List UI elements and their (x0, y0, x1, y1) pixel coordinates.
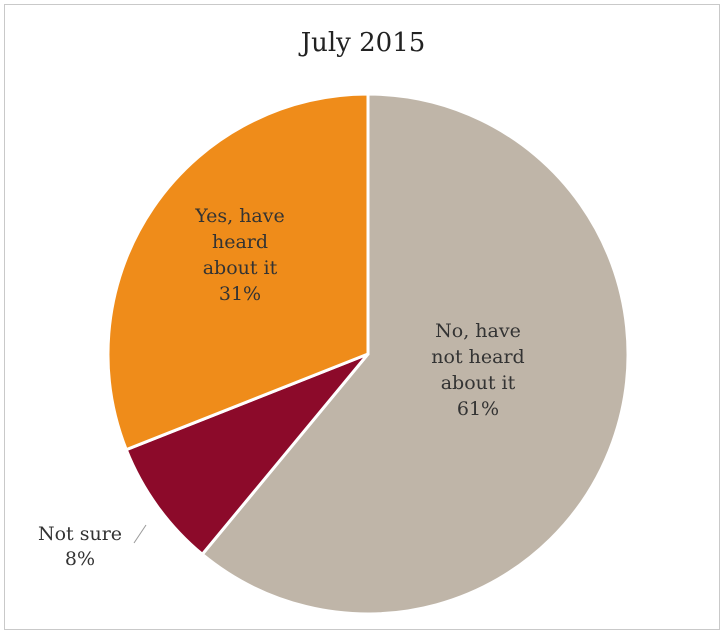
chart-title: July 2015 (300, 28, 426, 58)
slice-not-sure-value-label: 8% (65, 548, 95, 570)
slice-not-sure (124, 352, 370, 557)
slice-no-not-heard-label-line: No, have (435, 320, 521, 342)
slice-no-not-heard-label-line: about it (441, 372, 516, 394)
pie-labels: No, have not heard about it 61% Not sure 8% Ye… (38, 205, 525, 570)
slice-no-not-heard (200, 92, 630, 616)
chart-frame (4, 4, 720, 630)
slice-no-not-heard-label-line: not heard (431, 346, 524, 368)
slice-yes-heard-label-line: Yes, have (194, 205, 285, 227)
pie-slices (106, 92, 630, 616)
slice-yes-heard-label-line: about it (203, 257, 278, 279)
slice-yes-heard-label-line: heard (212, 231, 268, 253)
not-sure-leader-line (133, 524, 147, 544)
slice-no-not-heard-value-label: 61% (457, 398, 499, 420)
slice-yes-heard (106, 92, 370, 452)
slice-yes-heard-value-label: 31% (219, 283, 261, 305)
slice-not-sure-label-line: Not sure (38, 523, 122, 545)
